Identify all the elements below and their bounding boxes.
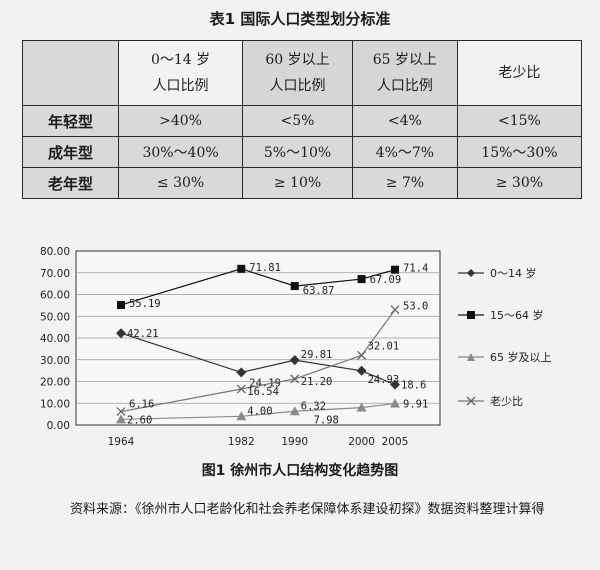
legend-marker [466, 396, 476, 406]
data-point [290, 282, 299, 291]
table-row: 老年型 ≤ 30% ≥ 10% ≥ 7% ≥ 30% [22, 167, 583, 199]
row-label: 年轻型 [22, 105, 119, 137]
data-point [236, 411, 247, 421]
data-label: 2.60 [127, 414, 152, 426]
data-point [237, 264, 246, 273]
source-note: 资料来源：《徐州市人口老龄化和社会养老保障体系建设初探》数据资料整理计算得 [70, 502, 545, 517]
table-corner-cell [22, 40, 119, 106]
y-tick-label: 60.00 [40, 290, 70, 302]
row-label: 老年型 [22, 167, 119, 199]
data-label: 63.87 [303, 285, 335, 297]
header-line: 人口比例 [376, 78, 433, 94]
x-tick-label: 1982 [228, 436, 255, 448]
data-label: 24.93 [368, 374, 400, 386]
data-point [289, 355, 300, 366]
population-trend-chart: 0.00 10.00 20.00 30.00 40.00 50.00 60.00 70.00 8… [40, 246, 552, 448]
data-label: 42.21 [127, 328, 159, 340]
table-cell: 5%～10% [242, 136, 353, 168]
data-label: 6.32 [301, 400, 326, 412]
table-title: 表1 国际人口类型划分标准 [209, 10, 391, 28]
data-point [390, 398, 400, 408]
y-tick-label: 20.00 [40, 377, 70, 389]
table-cell: 30%～40% [117, 136, 244, 168]
y-tick-label: 30.00 [40, 355, 70, 367]
legend-label: 0～14 岁 [490, 266, 537, 280]
figure-caption: 图1 徐州市人口结构变化趋势图 [201, 463, 399, 479]
header-line: 人口比例 [269, 78, 326, 94]
table-cell: 15%～30% [456, 136, 583, 168]
data-point [390, 379, 400, 390]
header-cell-60-plus: 60 岁以上 人口比例 [242, 40, 353, 106]
y-tick-label: 80.00 [40, 246, 70, 258]
data-label: 9.91 [403, 398, 428, 410]
y-tick-label: 0.00 [47, 420, 70, 432]
table-row: 年轻型 >40% <5% <4% <15% [22, 105, 583, 137]
x-tick-label: 2005 [382, 436, 409, 448]
header-cell-ratio: 老少比 [456, 40, 583, 106]
data-point [357, 275, 366, 284]
table-row: 成年型 30%～40% 5%～10% 4%～7% 15%～30% [22, 136, 583, 168]
row-label: 成年型 [22, 136, 119, 168]
data-label: 67.09 [370, 274, 402, 286]
table-cell: ≤ 30% [117, 167, 244, 199]
data-label: 55.19 [129, 298, 161, 310]
data-point [117, 300, 125, 309]
data-point [236, 384, 246, 394]
header-cell-0-14: 0～14 岁 人口比例 [117, 40, 244, 106]
table-cell: ≥ 10% [242, 167, 353, 199]
x-tick-label: 1990 [281, 436, 308, 448]
data-label: 71.81 [249, 262, 281, 274]
data-label: 21.20 [301, 376, 333, 388]
data-label: 71.4 [403, 263, 428, 275]
population-type-table: 0～14 岁 人口比例 60 岁以上 人口比例 65 岁以上 人口比例 老少比 … [22, 40, 583, 199]
table-cell: <5% [242, 105, 353, 137]
data-label: 4.00 [247, 405, 272, 417]
table-header-row: 0～14 岁 人口比例 60 岁以上 人口比例 65 岁以上 人口比例 老少比 [22, 40, 583, 106]
data-point [290, 374, 300, 384]
data-point [356, 365, 367, 376]
table-cell: 4%～7% [351, 136, 458, 168]
data-label: 29.81 [301, 349, 333, 361]
data-label: 18.6 [401, 380, 426, 392]
table-cell: >40% [117, 105, 244, 137]
legend-marker [467, 311, 475, 319]
data-label: 53.0 [403, 301, 428, 313]
legend-label: 老少比 [490, 395, 523, 408]
header-line: 60 岁以上 [265, 52, 330, 68]
y-tick-label: 50.00 [40, 311, 70, 323]
data-point [236, 367, 247, 378]
data-point [116, 328, 126, 339]
data-point [356, 402, 367, 412]
data-label: 6.16 [129, 399, 154, 411]
y-tick-label: 40.00 [40, 333, 70, 345]
data-point [357, 350, 367, 360]
data-point [116, 414, 126, 424]
header-line: 人口比例 [152, 78, 209, 94]
header-line: 老少比 [498, 65, 541, 81]
data-label: 32.01 [368, 340, 400, 352]
legend-marker [467, 269, 475, 277]
table-cell: <15% [456, 105, 583, 137]
data-label: 7.98 [314, 415, 339, 427]
data-point [391, 265, 399, 274]
header-line: 0～14 岁 [150, 52, 211, 68]
header-line: 65 岁以上 [372, 52, 438, 68]
legend-marker [467, 353, 475, 361]
data-point [390, 305, 400, 315]
table-cell: ≥ 30% [456, 167, 583, 199]
table-cell: ≥ 7% [351, 167, 458, 199]
data-point [116, 407, 126, 417]
data-point [289, 406, 300, 416]
y-tick-label: 10.00 [40, 398, 70, 410]
header-cell-65-plus: 65 岁以上 人口比例 [351, 40, 458, 106]
legend-label: 15～64 岁 [490, 308, 544, 322]
y-tick-label: 70.00 [40, 268, 70, 280]
x-tick-label: 2000 [348, 436, 375, 448]
data-label: 16.54 [247, 386, 279, 398]
table-cell: <4% [351, 105, 458, 137]
x-tick-label: 1964 [108, 436, 135, 448]
legend-label: 65 岁及以上 [490, 350, 552, 364]
